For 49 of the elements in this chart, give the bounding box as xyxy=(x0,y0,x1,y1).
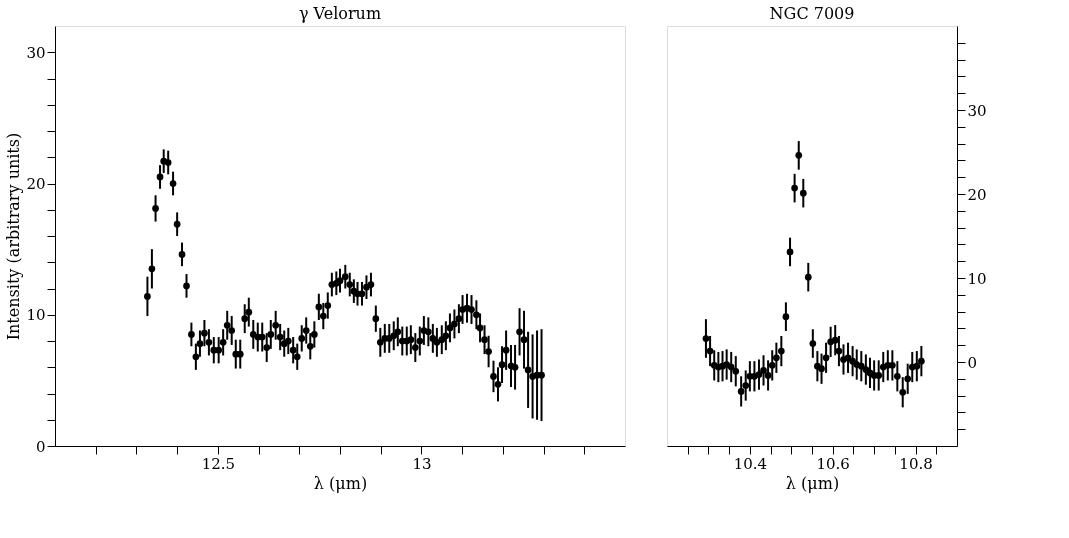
point xyxy=(822,354,830,362)
point xyxy=(875,372,883,379)
x-tick-label: 13 xyxy=(412,454,432,473)
y-tick-label: 30 xyxy=(26,43,46,62)
point xyxy=(831,336,839,344)
y-tick-label: 20 xyxy=(26,175,46,193)
point xyxy=(764,372,772,379)
point xyxy=(795,152,803,159)
x-tick-label: 12.5 xyxy=(201,454,236,473)
point xyxy=(893,372,901,380)
x-tick-label: 10.6 xyxy=(816,454,850,473)
point xyxy=(889,362,896,369)
point xyxy=(913,362,921,370)
point xyxy=(862,366,870,373)
point xyxy=(737,388,745,395)
point xyxy=(742,382,750,389)
point xyxy=(768,362,776,369)
x-axis-title: λ (μm) xyxy=(785,473,840,493)
point xyxy=(773,354,780,362)
point xyxy=(899,388,907,396)
point xyxy=(706,347,714,355)
y2-tick-label: 30 xyxy=(967,101,987,120)
point xyxy=(918,357,925,365)
point xyxy=(835,347,843,355)
y2-tick-label: 20 xyxy=(967,185,987,204)
point xyxy=(791,184,798,192)
y2-tick-label: 0 xyxy=(967,353,978,372)
y-axis-title: Intensity (arbitrary units) xyxy=(4,132,24,341)
x-tick-label: 10.8 xyxy=(899,454,933,473)
point xyxy=(904,375,912,383)
point xyxy=(702,335,710,342)
point xyxy=(760,367,767,374)
y-tick-label: 10 xyxy=(26,306,46,325)
point xyxy=(732,367,740,375)
point xyxy=(809,340,817,347)
point xyxy=(799,189,807,197)
point xyxy=(782,313,790,320)
chart-title: γ Velorum xyxy=(298,4,382,23)
point xyxy=(777,347,785,355)
y2-tick-label: 10 xyxy=(967,269,987,288)
point xyxy=(786,248,794,256)
chart-title: NGC 7009 xyxy=(769,4,855,23)
point xyxy=(755,371,763,378)
point xyxy=(804,273,812,281)
x-axis-title: λ (μm) xyxy=(313,473,368,493)
y-tick-label: 0 xyxy=(35,437,46,456)
x-tick-label: 10.4 xyxy=(733,454,768,473)
point xyxy=(818,365,825,373)
point xyxy=(727,363,735,371)
